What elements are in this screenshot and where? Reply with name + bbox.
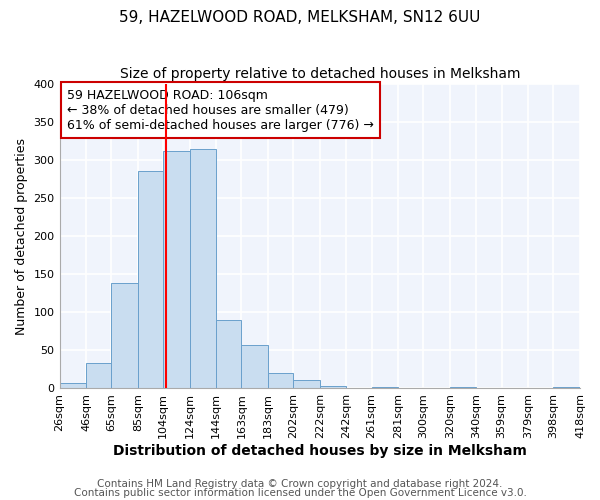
Bar <box>371 387 398 388</box>
Text: Contains HM Land Registry data © Crown copyright and database right 2024.: Contains HM Land Registry data © Crown c… <box>97 479 503 489</box>
Title: Size of property relative to detached houses in Melksham: Size of property relative to detached ho… <box>119 68 520 82</box>
Bar <box>190 148 216 388</box>
Text: Contains public sector information licensed under the Open Government Licence v3: Contains public sector information licen… <box>74 488 526 498</box>
Bar <box>268 373 293 388</box>
Bar <box>112 283 138 388</box>
Bar <box>320 386 346 388</box>
Bar <box>216 320 241 388</box>
Bar <box>450 387 476 388</box>
Bar <box>293 380 320 388</box>
Text: 59 HAZELWOOD ROAD: 106sqm
← 38% of detached houses are smaller (479)
61% of semi: 59 HAZELWOOD ROAD: 106sqm ← 38% of detac… <box>67 88 374 132</box>
Bar <box>241 344 268 388</box>
Bar <box>163 151 190 388</box>
Bar <box>86 363 112 388</box>
Bar <box>553 387 580 388</box>
Bar <box>59 382 86 388</box>
Y-axis label: Number of detached properties: Number of detached properties <box>15 138 28 334</box>
Bar <box>138 172 163 388</box>
Text: 59, HAZELWOOD ROAD, MELKSHAM, SN12 6UU: 59, HAZELWOOD ROAD, MELKSHAM, SN12 6UU <box>119 10 481 25</box>
X-axis label: Distribution of detached houses by size in Melksham: Distribution of detached houses by size … <box>113 444 527 458</box>
